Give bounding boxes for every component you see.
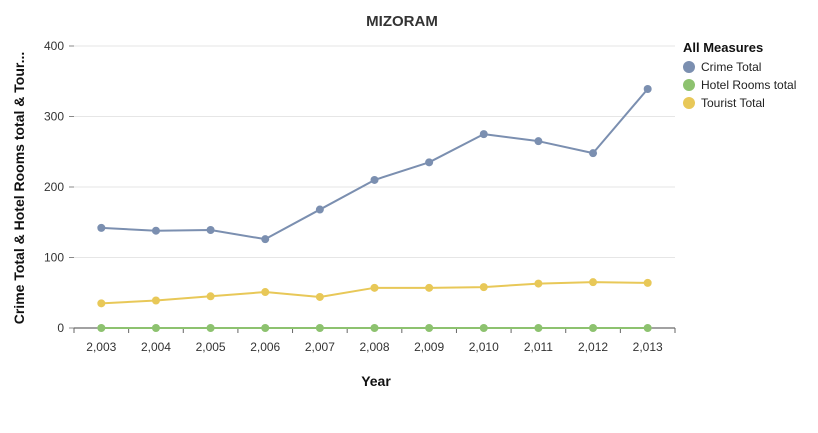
data-point-crime-total[interactable] <box>643 85 652 94</box>
data-point-hotel-rooms-total[interactable] <box>97 324 106 332</box>
data-point-hotel-rooms-total[interactable] <box>370 324 379 332</box>
legend-swatch[interactable] <box>683 79 695 91</box>
data-point-hotel-rooms-total[interactable] <box>261 324 270 332</box>
chart-title: MIZORAM <box>366 13 438 30</box>
data-point-crime-total[interactable] <box>151 226 160 235</box>
x-tick-label: 2,010 <box>469 340 499 354</box>
x-tick-label: 2,008 <box>359 340 389 354</box>
x-tick-label: 2,004 <box>141 340 171 354</box>
x-tick-label: 2,007 <box>305 340 335 354</box>
data-point-crime-total[interactable] <box>370 175 379 184</box>
data-point-tourist-total[interactable] <box>589 278 598 287</box>
x-tick-label: 2,003 <box>86 340 116 354</box>
data-point-hotel-rooms-total[interactable] <box>425 324 434 332</box>
legend-title: All Measures <box>683 40 763 55</box>
legend-label[interactable]: Crime Total <box>701 60 761 74</box>
y-tick-label: 0 <box>57 321 64 335</box>
data-point-hotel-rooms-total[interactable] <box>206 324 215 332</box>
series-line-crime-total <box>101 88 649 241</box>
y-tick-label: 200 <box>44 180 64 194</box>
y-tick-label: 300 <box>44 110 64 124</box>
legend-label[interactable]: Tourist Total <box>701 96 765 110</box>
data-point-tourist-total[interactable] <box>206 292 215 301</box>
data-point-tourist-total[interactable] <box>315 292 324 301</box>
data-point-crime-total[interactable] <box>534 137 543 146</box>
legend-swatch[interactable] <box>683 61 695 73</box>
data-point-tourist-total[interactable] <box>479 283 488 292</box>
x-tick-label: 2,009 <box>414 340 444 354</box>
data-point-crime-total[interactable] <box>589 149 598 158</box>
data-point-tourist-total[interactable] <box>261 288 270 297</box>
data-point-tourist-total[interactable] <box>151 296 160 305</box>
x-axis-title: Year <box>361 373 391 389</box>
data-point-tourist-total[interactable] <box>97 299 106 308</box>
data-point-hotel-rooms-total[interactable] <box>643 324 652 332</box>
x-tick-label: 2,005 <box>196 340 226 354</box>
y-tick-label: 100 <box>44 251 64 265</box>
data-point-crime-total[interactable] <box>97 223 106 232</box>
data-point-tourist-total[interactable] <box>643 278 652 287</box>
data-point-crime-total[interactable] <box>315 205 324 214</box>
data-point-hotel-rooms-total[interactable] <box>479 324 488 332</box>
data-point-tourist-total[interactable] <box>370 283 379 292</box>
gridlines <box>74 45 675 258</box>
legend-label[interactable]: Hotel Rooms total <box>701 78 796 92</box>
x-tick-label: 2,011 <box>524 340 553 354</box>
series-group <box>97 85 652 332</box>
data-point-tourist-total[interactable] <box>425 283 434 292</box>
y-axis: 0 100 200 300 400 <box>44 39 74 335</box>
data-point-crime-total[interactable] <box>206 226 215 235</box>
x-tick-label: 2,013 <box>633 340 663 354</box>
y-tick-label: 400 <box>44 39 64 53</box>
data-point-hotel-rooms-total[interactable] <box>534 324 543 332</box>
data-point-crime-total[interactable] <box>479 130 488 139</box>
y-axis-title: Crime Total & Hotel Rooms total & Tour..… <box>11 52 27 325</box>
data-point-hotel-rooms-total[interactable] <box>589 324 598 332</box>
legend-swatch[interactable] <box>683 97 695 109</box>
legend: All Measures Crime Total Hotel Rooms tota… <box>683 40 796 110</box>
data-point-tourist-total[interactable] <box>534 279 543 288</box>
x-tick-label: 2,006 <box>250 340 280 354</box>
x-tick-label: 2,012 <box>578 340 608 354</box>
data-point-hotel-rooms-total[interactable] <box>151 324 160 332</box>
data-point-hotel-rooms-total[interactable] <box>315 324 324 332</box>
data-point-crime-total[interactable] <box>425 158 434 167</box>
data-point-crime-total[interactable] <box>261 235 270 244</box>
